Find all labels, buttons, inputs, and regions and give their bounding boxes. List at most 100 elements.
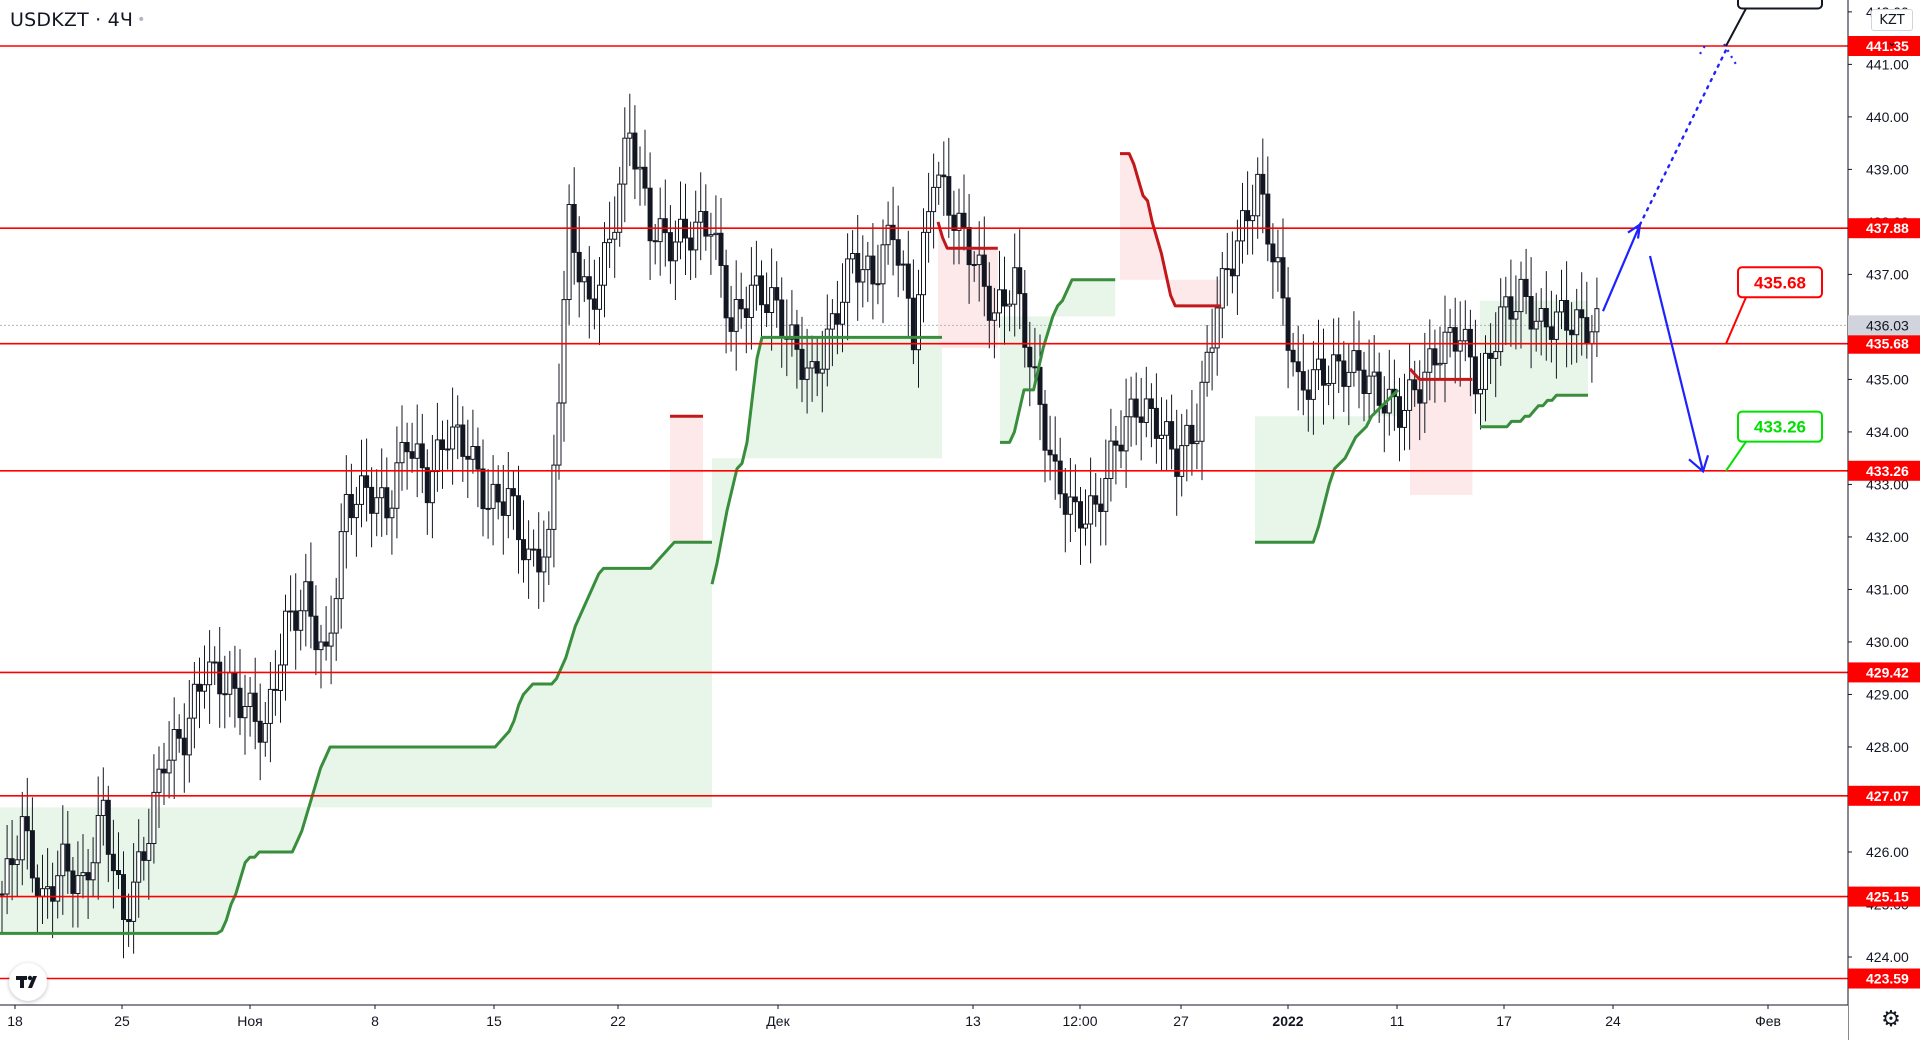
candle-body	[80, 872, 86, 877]
candle-body	[338, 531, 344, 600]
candle-body	[70, 870, 76, 894]
callout-pointer	[1725, 296, 1747, 345]
price-tick-label: 431.00	[1866, 581, 1909, 597]
candle-body	[1346, 371, 1352, 387]
candle-body	[40, 888, 45, 897]
candle-body	[743, 308, 749, 318]
candle-body	[60, 843, 66, 877]
candle-body	[1316, 358, 1321, 371]
candle-body	[1483, 352, 1488, 390]
callout-pointer	[1725, 8, 1747, 47]
candle-body	[1214, 307, 1220, 349]
candle-body	[875, 283, 881, 286]
candle-body	[809, 361, 815, 369]
candle-body	[505, 488, 511, 517]
candle-body	[1518, 278, 1524, 313]
candle-body	[713, 232, 719, 236]
candle-body	[1356, 350, 1362, 371]
candle-body	[1017, 267, 1023, 295]
time-tick-label: 27	[1173, 1013, 1189, 1029]
candle-body	[1533, 320, 1539, 330]
callout-box	[1737, 0, 1823, 10]
candle-body	[1184, 424, 1190, 447]
candle-body	[394, 462, 400, 509]
candle-body	[146, 843, 152, 861]
symbol-title[interactable]: USDKZT · 4Ч •	[10, 9, 146, 31]
candle-body	[348, 494, 354, 519]
candle-body	[556, 402, 562, 466]
candle-body	[1179, 445, 1185, 477]
settings-gear-icon[interactable]: ⚙	[1881, 1007, 1901, 1032]
level-price-tag-label: 423.59	[1866, 971, 1909, 987]
candle-body	[232, 672, 238, 689]
candle-body	[829, 313, 835, 330]
candle-body	[895, 239, 901, 266]
time-tick-label: 22	[610, 1013, 626, 1029]
candle-body	[1047, 449, 1053, 456]
level-price-tag-label: 425.15	[1866, 889, 1909, 905]
candle-body	[1397, 396, 1402, 428]
candle-body	[105, 799, 111, 855]
candle-body	[1123, 416, 1129, 452]
candle-body	[1204, 351, 1210, 383]
level-price-tag-label: 435.68	[1866, 336, 1909, 352]
price-tick-label: 439.00	[1866, 161, 1909, 177]
candle-body	[364, 475, 370, 488]
candle-body	[1002, 289, 1007, 307]
candle-body	[55, 875, 61, 902]
candle-body	[1078, 501, 1083, 529]
candle-body	[1189, 424, 1195, 445]
candle-body	[678, 218, 683, 243]
candle-body	[723, 265, 729, 319]
price-tick-label: 426.00	[1866, 844, 1909, 860]
candle-body	[910, 297, 916, 351]
candle-body	[991, 312, 997, 321]
candle-body	[581, 276, 587, 283]
candle-body	[1543, 308, 1549, 328]
candle-body	[1098, 503, 1104, 513]
price-tick-label: 437.00	[1866, 266, 1909, 282]
candle-body	[1503, 296, 1509, 308]
candle-body	[824, 328, 830, 370]
candle-body	[186, 717, 192, 756]
candle-body	[1472, 356, 1478, 395]
candle-body	[1341, 360, 1347, 387]
candle-body	[642, 166, 648, 189]
tradingview-logo-icon[interactable]	[9, 963, 47, 1001]
time-tick-label: 12:00	[1062, 1013, 1097, 1029]
candle-body	[607, 238, 613, 244]
candle-body	[217, 661, 223, 695]
candle-body	[926, 211, 932, 233]
candle-body	[1594, 308, 1600, 333]
candle-body	[855, 253, 861, 283]
candle-body	[657, 218, 663, 243]
candle-body	[1229, 268, 1235, 277]
price-callouts: 441.35 435.68 433.26	[1725, 0, 1823, 472]
candle-body	[1022, 293, 1028, 348]
interval-label: 4Ч	[107, 9, 134, 31]
candle-body	[860, 269, 866, 283]
candle-body	[1169, 421, 1175, 450]
candle-body	[1488, 352, 1494, 359]
candle-body	[1148, 398, 1154, 409]
candle-body	[1457, 340, 1463, 352]
candle-body	[1164, 421, 1170, 436]
candle-body	[1128, 398, 1134, 418]
candle-body	[293, 610, 299, 631]
price-tick-label: 428.00	[1866, 739, 1909, 755]
supertrend-fill-up	[1255, 389, 1399, 543]
candle-body	[490, 483, 496, 509]
supertrend-line	[0, 152, 1588, 935]
candle-body	[343, 494, 349, 533]
candle-body	[597, 284, 602, 310]
currency-button[interactable]: KZT ⌄	[1871, 9, 1913, 50]
candle-body	[90, 862, 96, 881]
candle-body	[941, 174, 947, 178]
candle-body	[298, 610, 304, 631]
candle-body	[617, 183, 623, 233]
candle-body	[1432, 348, 1438, 366]
candle-body	[1057, 460, 1063, 495]
candle-body	[551, 464, 557, 530]
candle-body	[1305, 389, 1311, 400]
